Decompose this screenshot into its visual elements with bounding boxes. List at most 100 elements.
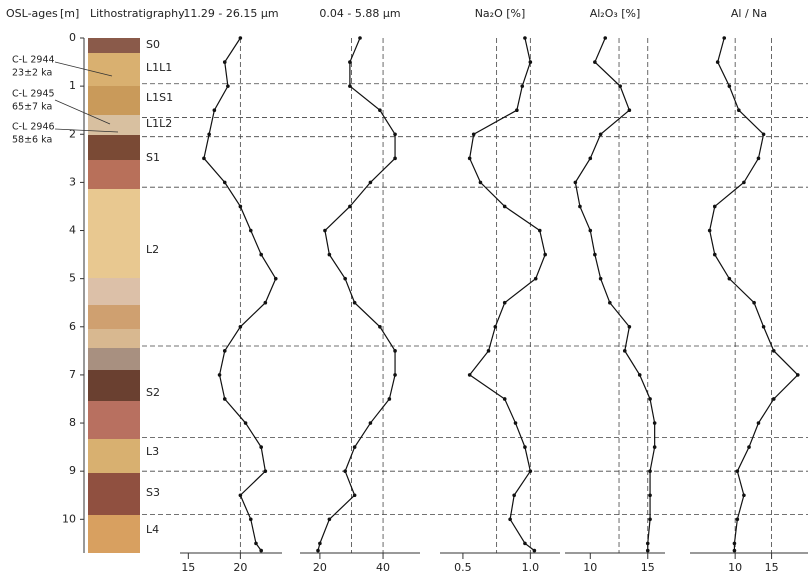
profile-point <box>323 228 327 233</box>
profile-point <box>598 132 603 137</box>
profile-point <box>645 548 650 553</box>
profile-point <box>771 397 776 401</box>
unit-label: L1L2 <box>146 117 172 130</box>
depth-tick-label: 2 <box>69 127 76 140</box>
profile-point <box>648 493 652 498</box>
profile-line <box>203 37 277 551</box>
panel-title: Al / Na <box>731 7 767 20</box>
profile-point <box>515 108 519 112</box>
profile-point <box>761 324 766 329</box>
profile-point <box>742 180 746 185</box>
depth-tick-label: 7 <box>69 368 76 381</box>
profile-point <box>608 300 612 305</box>
profile-point <box>593 60 597 64</box>
profile-point <box>637 373 642 377</box>
profile-point <box>352 445 357 449</box>
profile-point <box>348 84 352 88</box>
profile-point <box>761 132 766 137</box>
profile-point <box>471 132 476 137</box>
profile-point <box>618 84 622 88</box>
depth-tick-label: 9 <box>69 464 76 477</box>
profile-line <box>317 37 396 551</box>
profile-point <box>348 204 352 209</box>
profile-line <box>709 37 799 551</box>
unit-label: S0 <box>146 38 160 51</box>
unit-label: L3 <box>146 445 159 458</box>
profile-point <box>368 180 373 185</box>
x-tick-label: 0.5 <box>454 561 472 574</box>
profile-point <box>248 228 253 233</box>
x-tick-label: 10 <box>728 561 742 574</box>
profile-point <box>502 397 507 401</box>
profile-point <box>502 300 507 305</box>
profile-point <box>378 108 382 112</box>
profile-point <box>598 276 603 281</box>
osl-id: C-L 2944 <box>12 55 55 66</box>
panel-title: Al₂O₃ [%] <box>590 7 641 20</box>
x-tick-label: 20 <box>313 561 327 574</box>
profile-point <box>593 252 597 257</box>
profile-point <box>393 132 397 137</box>
profile-point <box>645 541 650 546</box>
osl-id: C-L 2946 <box>12 122 55 133</box>
depth-tick-label: 1 <box>69 79 76 92</box>
x-tick-label: 1.0 <box>522 561 540 574</box>
profile-point <box>207 132 211 137</box>
profile-point <box>467 373 472 377</box>
profile-point <box>263 469 268 473</box>
profile-point <box>573 180 578 185</box>
profile-point <box>735 469 740 473</box>
profile-point <box>652 421 657 425</box>
profile-point <box>796 373 800 377</box>
profile-point <box>627 108 632 112</box>
profile-point <box>588 228 593 233</box>
profile-point <box>368 421 373 425</box>
profile-line <box>468 37 546 552</box>
profile-point <box>712 204 717 209</box>
x-tick-label: 15 <box>181 561 195 574</box>
profile-point <box>348 60 352 64</box>
depth-tick-label: 4 <box>69 224 76 237</box>
profile-point <box>648 397 652 401</box>
profile-point <box>622 349 627 353</box>
profile-point <box>735 517 740 522</box>
panel-title: 11.29 - 26.15 µm <box>183 7 278 20</box>
profile-point <box>343 469 347 473</box>
depth-label: [m] <box>60 7 79 20</box>
profile-point <box>648 517 652 522</box>
profile-point <box>528 60 533 64</box>
profile-point <box>467 156 472 161</box>
profile-point <box>727 276 732 281</box>
profile-point <box>712 252 717 257</box>
profile-point <box>254 541 258 546</box>
profile-point <box>588 156 593 161</box>
profile-point <box>217 373 222 377</box>
profile-point <box>520 84 525 88</box>
profile-point <box>742 493 746 498</box>
profile-point <box>352 493 357 498</box>
profile-point <box>648 469 652 473</box>
profile-point <box>732 548 737 553</box>
profile-point <box>273 276 278 281</box>
unit-label: S3 <box>146 486 160 499</box>
profile-point <box>603 36 608 40</box>
profile-point <box>652 445 657 449</box>
depth-tick-label: 10 <box>62 512 76 525</box>
profile-point <box>243 421 248 425</box>
profile-point <box>722 36 727 40</box>
profile-point <box>327 252 332 257</box>
panel-title: Na₂O [%] <box>475 7 526 20</box>
profile-point <box>222 397 227 401</box>
unit-label: L1L1 <box>146 61 172 74</box>
osl-header: OSL-ages <box>6 7 58 20</box>
profile-point <box>523 541 527 546</box>
unit-label: L4 <box>146 523 159 536</box>
profile-point <box>752 300 756 305</box>
profile-point <box>259 548 263 553</box>
profile-point <box>512 493 516 498</box>
x-tick-label: 15 <box>765 561 779 574</box>
profile-point <box>537 228 542 233</box>
profile-point <box>508 517 512 522</box>
osl-age: 65±7 ka <box>12 102 52 113</box>
